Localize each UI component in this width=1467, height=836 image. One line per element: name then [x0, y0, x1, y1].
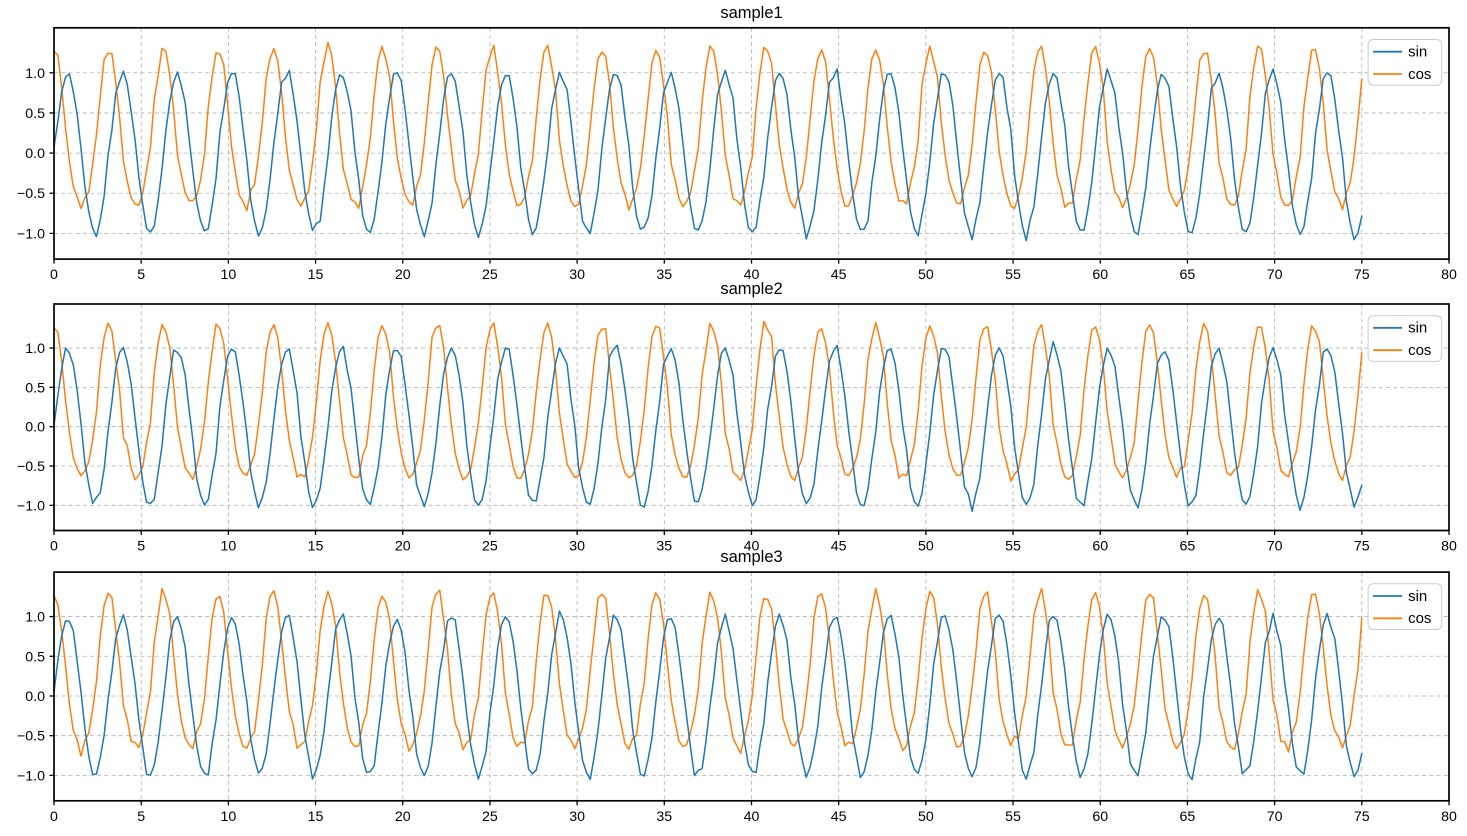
svg-text:15: 15 — [308, 809, 324, 825]
svg-text:0: 0 — [50, 539, 58, 555]
svg-text:80: 80 — [1441, 539, 1457, 555]
svg-text:45: 45 — [831, 267, 847, 283]
svg-text:70: 70 — [1267, 809, 1283, 825]
svg-text:75: 75 — [1354, 267, 1370, 283]
svg-text:35: 35 — [656, 809, 672, 825]
svg-text:20: 20 — [395, 539, 411, 555]
svg-text:60: 60 — [1092, 267, 1108, 283]
svg-text:1.0: 1.0 — [25, 66, 45, 82]
svg-text:cos: cos — [1408, 66, 1431, 83]
svg-text:cos: cos — [1408, 342, 1431, 359]
svg-text:1.0: 1.0 — [25, 610, 45, 626]
svg-text:−1.0: −1.0 — [17, 768, 45, 784]
svg-text:45: 45 — [831, 539, 847, 555]
svg-text:10: 10 — [220, 539, 236, 555]
svg-text:10: 10 — [220, 809, 236, 825]
svg-text:50: 50 — [918, 267, 934, 283]
svg-text:0.0: 0.0 — [25, 689, 45, 705]
svg-text:1.0: 1.0 — [25, 341, 45, 357]
svg-text:80: 80 — [1441, 267, 1457, 283]
svg-text:35: 35 — [656, 539, 672, 555]
svg-text:60: 60 — [1092, 539, 1108, 555]
svg-text:45: 45 — [831, 809, 847, 825]
svg-text:35: 35 — [656, 267, 672, 283]
svg-text:40: 40 — [744, 809, 760, 825]
svg-text:55: 55 — [1005, 809, 1021, 825]
svg-text:20: 20 — [395, 809, 411, 825]
svg-text:70: 70 — [1267, 539, 1283, 555]
svg-text:−1.0: −1.0 — [17, 498, 45, 514]
svg-text:80: 80 — [1441, 809, 1457, 825]
svg-text:0.5: 0.5 — [25, 380, 45, 396]
svg-text:50: 50 — [918, 809, 934, 825]
svg-text:0.0: 0.0 — [25, 420, 45, 436]
svg-text:0.0: 0.0 — [25, 146, 45, 162]
svg-text:10: 10 — [220, 267, 236, 283]
svg-text:25: 25 — [482, 267, 498, 283]
svg-text:−0.5: −0.5 — [17, 459, 45, 475]
svg-text:5: 5 — [137, 809, 145, 825]
svg-text:−0.5: −0.5 — [17, 729, 45, 745]
svg-text:15: 15 — [308, 267, 324, 283]
svg-text:55: 55 — [1005, 539, 1021, 555]
svg-text:5: 5 — [137, 267, 145, 283]
svg-text:70: 70 — [1267, 267, 1283, 283]
svg-text:30: 30 — [569, 539, 585, 555]
svg-text:60: 60 — [1092, 809, 1108, 825]
svg-text:cos: cos — [1408, 610, 1431, 627]
svg-text:30: 30 — [569, 267, 585, 283]
svg-text:0: 0 — [50, 267, 58, 283]
svg-text:sample1: sample1 — [720, 4, 782, 22]
svg-text:75: 75 — [1354, 539, 1370, 555]
svg-text:sin: sin — [1408, 320, 1427, 337]
svg-text:0.5: 0.5 — [25, 106, 45, 122]
svg-text:65: 65 — [1180, 267, 1196, 283]
svg-text:−0.5: −0.5 — [17, 186, 45, 202]
svg-text:0.5: 0.5 — [25, 649, 45, 665]
svg-text:50: 50 — [918, 539, 934, 555]
svg-text:5: 5 — [137, 539, 145, 555]
svg-text:55: 55 — [1005, 267, 1021, 283]
svg-text:sin: sin — [1408, 44, 1427, 61]
svg-text:30: 30 — [569, 809, 585, 825]
svg-text:20: 20 — [395, 267, 411, 283]
svg-text:25: 25 — [482, 809, 498, 825]
svg-text:15: 15 — [308, 539, 324, 555]
svg-text:0: 0 — [50, 809, 58, 825]
svg-text:65: 65 — [1180, 809, 1196, 825]
svg-text:25: 25 — [482, 539, 498, 555]
svg-text:−1.0: −1.0 — [17, 226, 45, 242]
svg-text:sample2: sample2 — [720, 280, 782, 298]
svg-text:sample3: sample3 — [720, 548, 782, 566]
svg-text:75: 75 — [1354, 809, 1370, 825]
svg-text:65: 65 — [1180, 539, 1196, 555]
svg-text:sin: sin — [1408, 588, 1427, 605]
